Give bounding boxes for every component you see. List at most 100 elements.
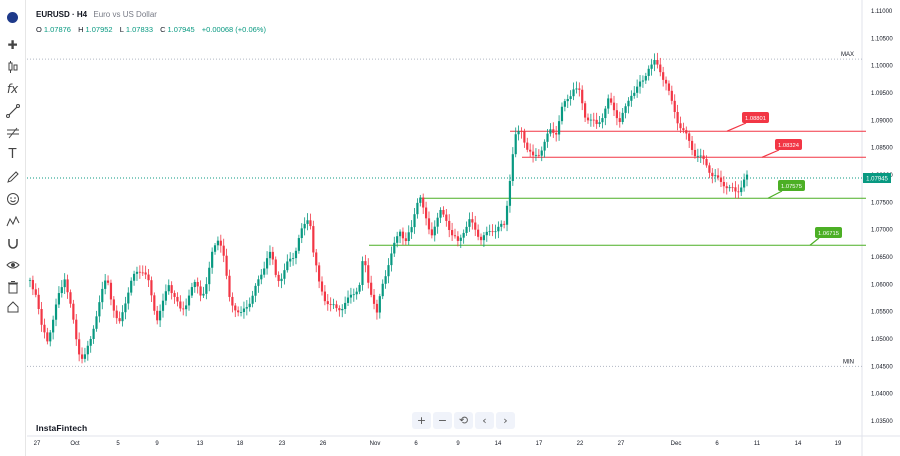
candle-body (283, 270, 286, 279)
price-tick-label: 1.04000 (871, 392, 893, 398)
candle-body (413, 214, 416, 228)
candle-body (28, 279, 32, 281)
low-value: 1.07833 (125, 25, 153, 34)
candle-body (309, 220, 312, 227)
close-value: 1.07945 (167, 25, 195, 34)
indicators-icon[interactable]: fx (6, 81, 19, 96)
candle-body (404, 238, 407, 242)
candle-body (592, 119, 595, 121)
candle-body (705, 159, 708, 166)
fibonacci-icon[interactable] (4, 124, 21, 141)
candle-body (598, 122, 601, 125)
candle-body (153, 295, 156, 311)
candle-body (323, 291, 326, 302)
level-label-text: 1.08324 (778, 143, 800, 149)
trendline-icon[interactable] (4, 102, 21, 119)
candle-body (213, 245, 217, 252)
candle-body (265, 258, 269, 269)
candle-body (485, 231, 488, 236)
emoji-icon[interactable] (4, 190, 21, 207)
time-tick-label: 17 (536, 441, 543, 447)
candle-body (115, 310, 118, 319)
candle-body (523, 131, 526, 143)
candle-body (326, 301, 329, 305)
time-tick-label: 27 (618, 441, 625, 447)
candle-body (618, 118, 621, 122)
candle-body (575, 88, 578, 90)
candle-body (589, 119, 592, 121)
candle-body (176, 296, 179, 302)
candle-body (205, 284, 208, 294)
time-tick-label: 26 (320, 441, 327, 447)
candle-body (693, 149, 697, 157)
pen-icon[interactable] (4, 168, 21, 185)
level-label-box (815, 227, 842, 238)
candle-body (294, 250, 298, 259)
candle-body (355, 291, 358, 295)
magnet-icon[interactable] (4, 234, 21, 251)
reset-button[interactable]: ⟲ (454, 412, 473, 429)
candle-body (471, 219, 474, 223)
candle-body (398, 231, 402, 237)
price-tick-label: 1.10500 (871, 36, 893, 42)
candle-body (297, 238, 300, 251)
candle-body (416, 202, 419, 215)
candle-body (57, 293, 61, 305)
candle-body (676, 111, 679, 124)
candle-body (500, 223, 503, 227)
candle-body (98, 302, 101, 317)
candle-body (132, 273, 136, 281)
candle-body (286, 261, 289, 271)
open-label: O (36, 25, 42, 34)
candle-body (49, 332, 52, 342)
candle-body (664, 79, 668, 84)
candle-body (164, 291, 167, 301)
candle-body (251, 295, 254, 304)
candle-body (583, 103, 587, 118)
eye-icon[interactable] (4, 256, 21, 273)
candle-body (329, 304, 332, 305)
candle-body (150, 280, 153, 296)
zoom-out-button[interactable]: − (433, 412, 452, 429)
candle-body (540, 150, 543, 156)
candle-body (563, 101, 566, 107)
candle-body (451, 230, 454, 236)
candle-body (106, 280, 110, 283)
candle-body (529, 149, 532, 152)
candle-body (719, 177, 723, 182)
candle-body (46, 332, 49, 342)
candle-body (716, 175, 720, 178)
candle-body (187, 295, 191, 306)
candle-body (306, 220, 309, 224)
trash-icon[interactable] (4, 278, 21, 295)
pattern-icon[interactable] (4, 212, 21, 229)
text-icon[interactable]: T (8, 147, 17, 162)
candle-body (503, 223, 506, 225)
candles-icon[interactable] (4, 58, 21, 75)
candle-body (141, 272, 144, 274)
high-value: 1.07952 (85, 25, 113, 34)
candle-body (271, 251, 274, 260)
crosshair-icon[interactable]: ✚ (7, 37, 18, 52)
candle-body (127, 292, 130, 304)
candle-body (633, 92, 636, 96)
candle-body (702, 155, 705, 160)
level-labels: 1.08801 1.08324 1.07575 1.06715 (726, 112, 842, 246)
candle-body (216, 240, 220, 246)
close-label: C (160, 25, 166, 34)
time-tick-label: 9 (456, 441, 460, 447)
level-pointer (809, 237, 820, 246)
change-value: +0.00068 (+0.06%) (201, 25, 266, 34)
home-icon[interactable] (4, 298, 21, 315)
candle-body (745, 174, 749, 180)
chart-grid (27, 0, 900, 456)
candle-body (424, 207, 428, 219)
scroll-right-button[interactable]: › (496, 412, 515, 429)
scroll-left-button[interactable]: ‹ (475, 412, 494, 429)
candle-body (685, 130, 688, 134)
candle-body (445, 214, 448, 221)
symbol-title[interactable]: EURUSD · H4 (36, 10, 88, 19)
time-tick-label: 6 (414, 441, 418, 447)
zoom-in-button[interactable]: + (412, 412, 431, 429)
